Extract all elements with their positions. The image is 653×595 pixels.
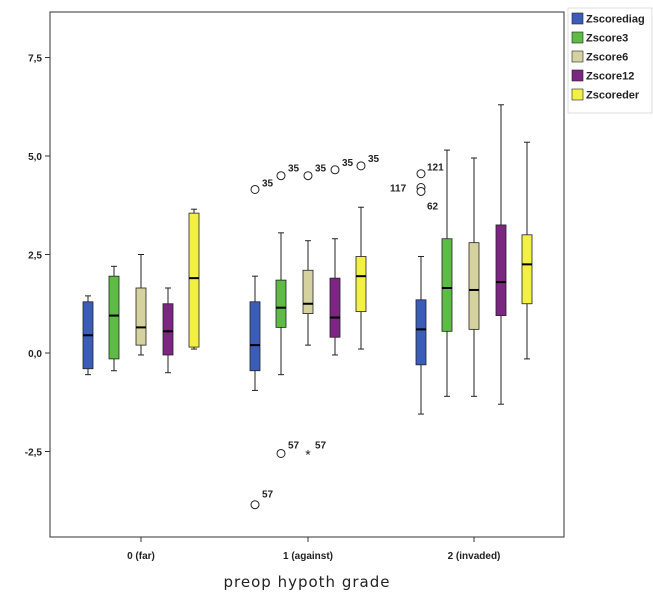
box-body <box>249 301 261 372</box>
outlier-circle-marker <box>276 171 286 181</box>
y-tick-label: 2,5 <box>28 251 42 262</box>
box-body <box>108 275 120 360</box>
box-body <box>521 234 533 305</box>
legend-label: Zscoreder <box>586 90 640 102</box>
box-zscorediag-1 <box>249 275 261 391</box>
legend-label: Zscore6 <box>586 52 628 64</box>
outlier-label: 57 <box>288 440 300 451</box>
outlier-star-marker: * <box>305 446 311 462</box>
box-body <box>302 269 314 315</box>
outlier-label: 35 <box>288 164 300 175</box>
box-body <box>495 224 507 316</box>
box-zscore3-0 <box>108 265 120 372</box>
outlier-label: 35 <box>342 158 354 169</box>
box-body <box>468 242 480 330</box>
outlier-points: 35 35 35 35 35 57 57 * 57 121 117 62 <box>250 154 444 510</box>
box-series <box>82 104 533 415</box>
box-body <box>355 256 367 313</box>
outlier-circle-marker <box>250 184 260 194</box>
legend-swatch <box>571 88 584 101</box>
box-zscorediag-0 <box>82 295 94 376</box>
x-axis: 0 (far) 1 (against) 2 (invaded) <box>127 537 500 562</box>
box-zscore12-1 <box>329 238 341 356</box>
box-zscoreder-0 <box>188 208 200 350</box>
box-zscore12-2 <box>495 104 507 405</box>
x-tick-label: 2 (invaded) <box>448 551 501 562</box>
box-body <box>188 212 200 348</box>
legend-swatch <box>571 69 584 82</box>
outlier-label: 35 <box>315 164 327 175</box>
outlier-circle-marker <box>250 500 260 510</box>
box-zscoreder-2 <box>521 141 533 360</box>
box-zscore12-0 <box>162 287 174 374</box>
box-body <box>162 303 174 356</box>
legend-swatch <box>571 31 584 44</box>
box-zscorediag-2 <box>415 255 427 415</box>
y-tick-label: 0,0 <box>28 349 42 360</box>
box-body <box>329 277 341 338</box>
legend-label: Zscore12 <box>586 71 634 83</box>
box-zscore6-2 <box>468 157 480 397</box>
box-zscore6-1 <box>302 240 314 346</box>
outlier-circle-marker <box>416 186 426 196</box>
outlier-circle-marker <box>356 161 366 171</box>
legend-swatch <box>571 12 584 25</box>
legend-label: Zscore3 <box>586 33 628 45</box>
outlier-circle-marker <box>303 171 313 181</box>
box-zscore3-1 <box>275 232 287 376</box>
outlier-label: 117 <box>390 184 407 195</box>
outlier-label: 121 <box>427 163 444 174</box>
x-axis-title: preop hypoth grade <box>224 573 391 591</box>
outlier-label: 57 <box>262 490 274 501</box>
y-axis: 7,5 5,0 2,5 0,0 -2,5 <box>25 54 50 459</box>
x-tick-label: 1 (against) <box>283 551 333 562</box>
outlier-circle-marker <box>330 165 340 175</box>
box-zscoreder-1 <box>355 206 367 350</box>
y-tick-label: -2,5 <box>25 448 43 459</box>
y-tick-label: 7,5 <box>28 54 42 65</box>
box-body <box>441 238 453 332</box>
outlier-circle-marker <box>416 169 426 179</box>
box-zscore3-2 <box>441 149 453 397</box>
outlier-label: 57 <box>315 440 327 451</box>
x-tick-label: 0 (far) <box>127 551 155 562</box>
legend-label: Zscorediag <box>586 14 645 26</box>
box-body <box>415 299 427 366</box>
y-tick-label: 5,0 <box>28 152 42 163</box>
legend-swatch <box>571 50 584 63</box>
legend: Zscorediag Zscore3 Zscore6 Zscore12 Zscorede… <box>567 7 653 114</box>
outlier-circle-marker <box>276 448 286 458</box>
box-body <box>135 287 147 346</box>
box-body <box>275 279 287 328</box>
outlier-label: 35 <box>368 154 380 165</box>
outlier-label: 62 <box>427 201 439 212</box>
box-zscore6-0 <box>135 254 147 356</box>
outlier-label: 35 <box>262 178 274 189</box>
